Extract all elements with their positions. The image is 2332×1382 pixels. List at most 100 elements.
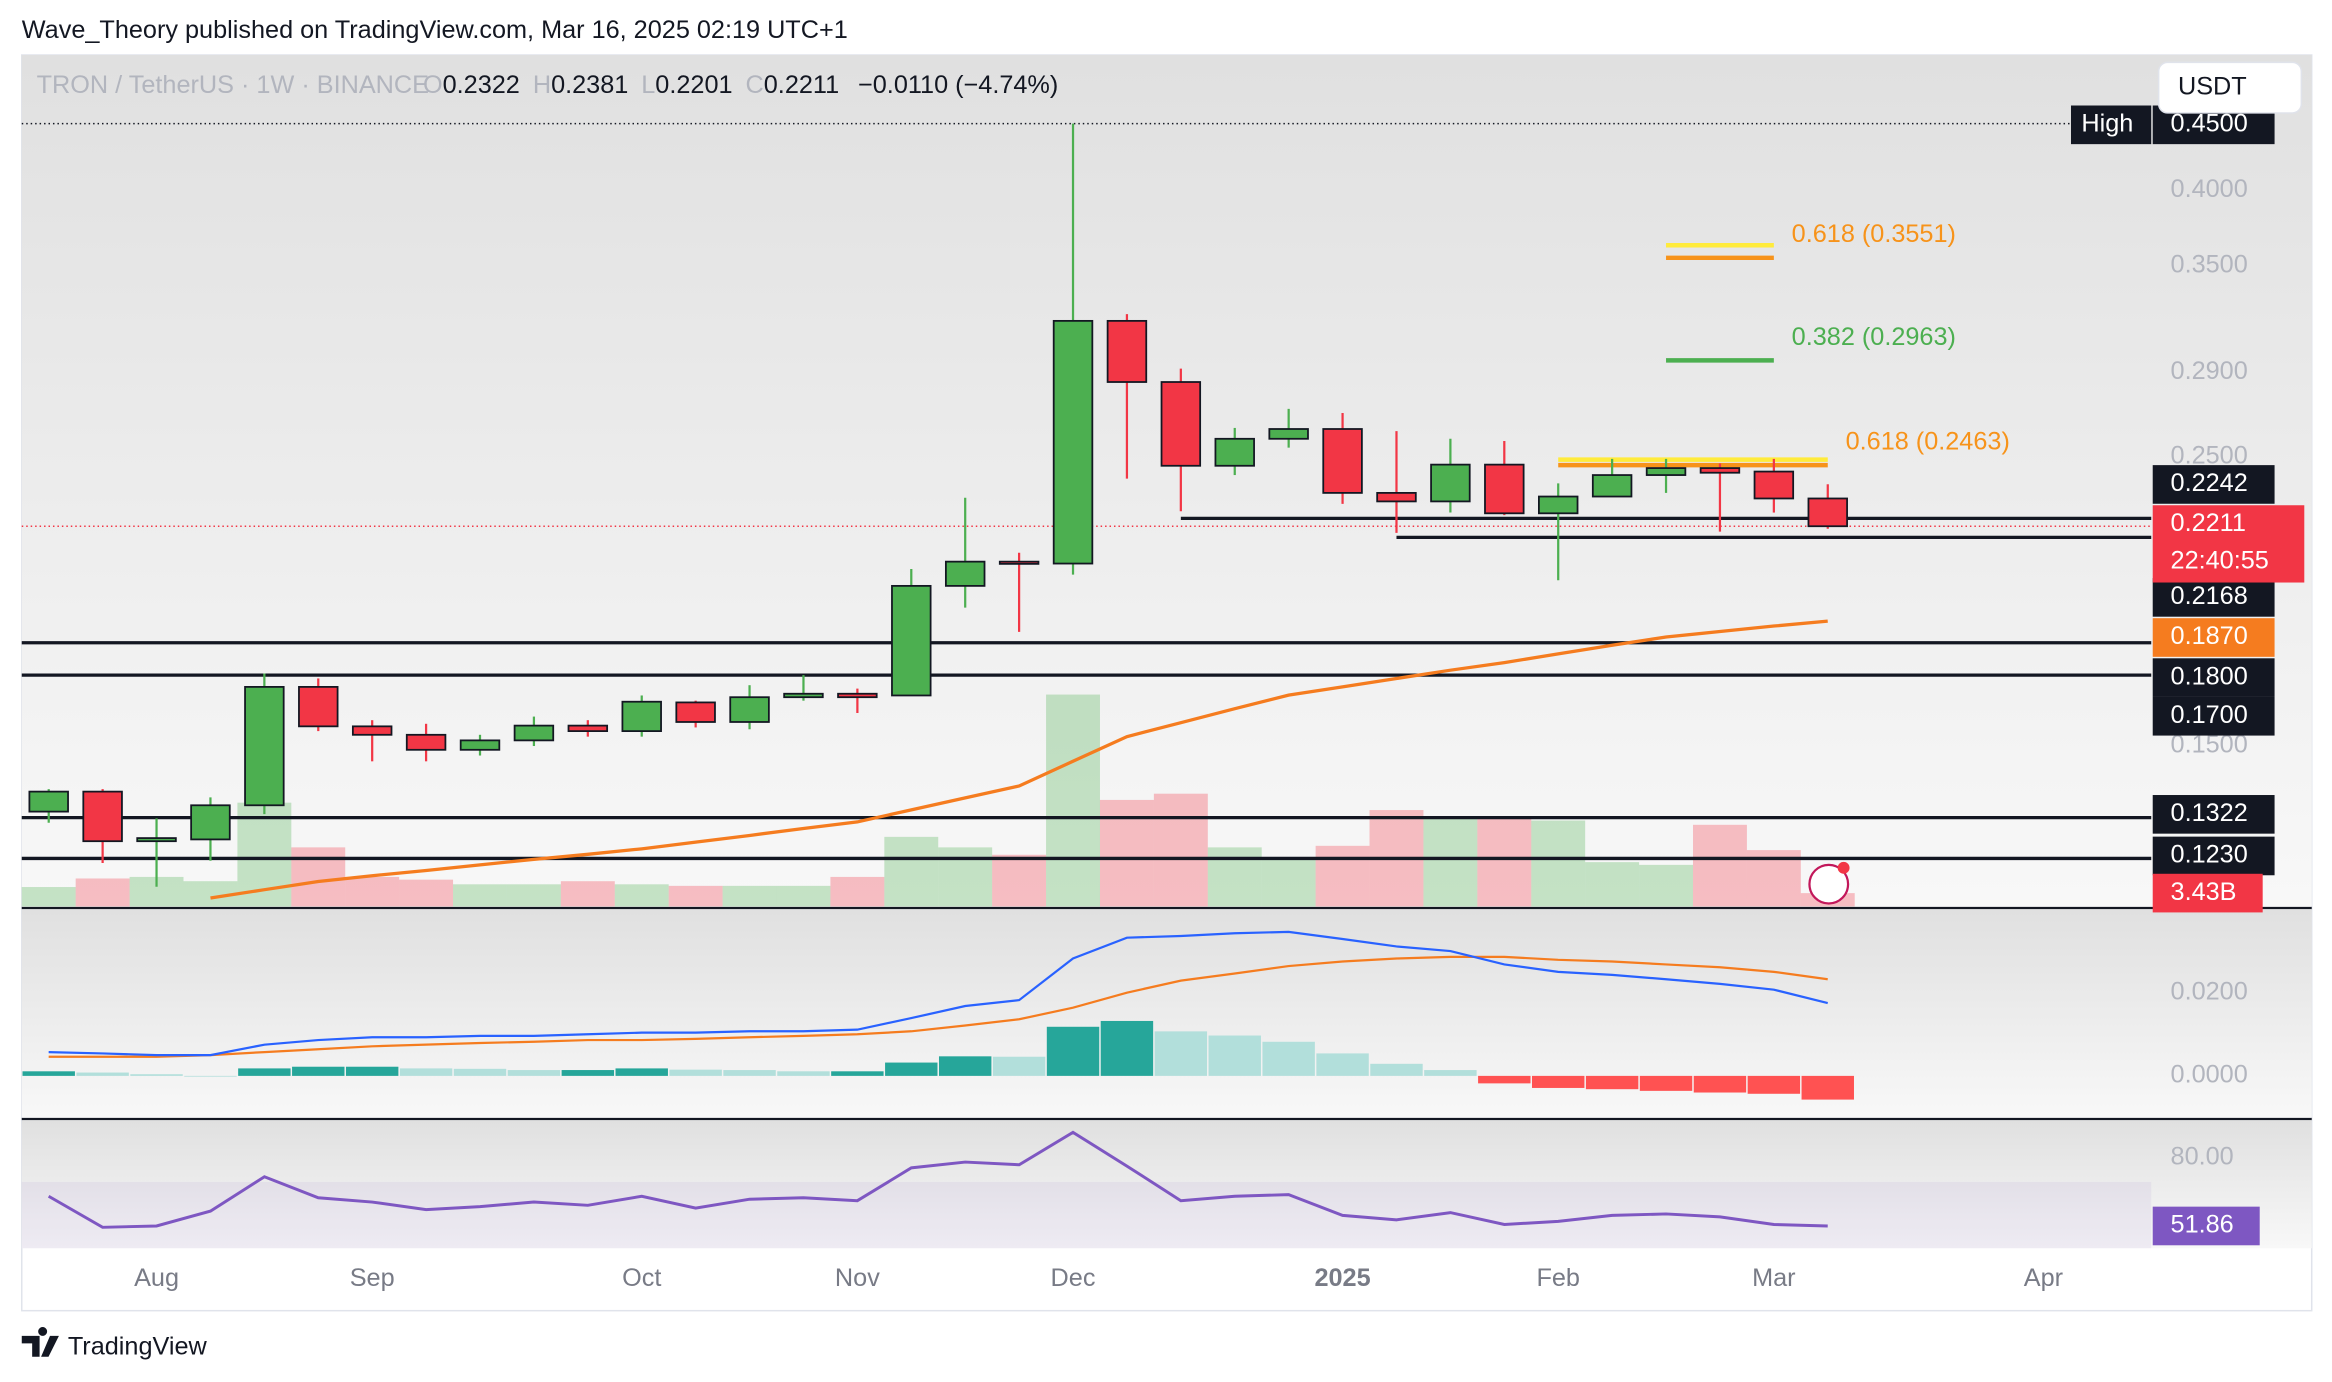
volume-bar: [291, 847, 346, 907]
candle-body: [1052, 319, 1094, 565]
rsi-band: [21, 1181, 2152, 1249]
volume-bar: [614, 884, 669, 907]
moving-average: [210, 619, 1828, 900]
publish-header: Wave_Theory published on TradingView.com…: [22, 16, 848, 44]
macd-histogram: [1370, 1063, 1423, 1076]
volume-bar: [1099, 799, 1154, 907]
macd-histogram: [1478, 1075, 1531, 1084]
volume-bar: [1153, 793, 1208, 907]
candle-body: [675, 701, 716, 723]
macd-histogram: [345, 1066, 399, 1076]
candle-body: [1376, 492, 1417, 503]
candle-body: [783, 692, 824, 699]
macd-histogram: [1693, 1075, 1747, 1093]
change-value: −0.0110 (−4.74%): [858, 71, 1058, 99]
candle-body: [944, 560, 986, 587]
volume-bar: [453, 884, 507, 907]
volume-bar: [1046, 694, 1100, 907]
macd-pane: [21, 909, 2312, 1118]
macd-histogram: [1100, 1020, 1154, 1076]
macd-histogram: [992, 1056, 1046, 1076]
c-key: C: [746, 71, 764, 99]
close-value: 0.2211: [764, 71, 839, 99]
macd-histogram: [1532, 1075, 1585, 1088]
macd-histogram: [777, 1071, 830, 1076]
fib-label: 0.618 (0.3551): [1792, 220, 1956, 248]
macd-histogram: [507, 1070, 561, 1076]
level-label: 0.2242: [2171, 469, 2248, 497]
volume-bar: [560, 881, 615, 907]
level-label-bg: [2152, 836, 2275, 876]
candle-body: [998, 560, 1040, 565]
candle-body: [244, 686, 285, 807]
volume-label-bg: [2152, 873, 2263, 913]
x-tick-label: 2025: [1314, 1264, 1370, 1292]
volume-bar: [21, 887, 76, 907]
h-key: H: [533, 71, 551, 99]
level-label-bg: [2152, 696, 2275, 736]
currency-text[interactable]: USDT: [2178, 72, 2247, 100]
ma-label: 0.1870: [2171, 622, 2248, 650]
x-tick-label: Feb: [1536, 1264, 1580, 1292]
volume-bar: [884, 836, 939, 907]
macd-histogram: [938, 1056, 992, 1076]
fib-label: 0.382 (0.2963): [1792, 323, 1956, 351]
level-label: 0.1800: [2171, 662, 2248, 690]
candle-body: [837, 692, 878, 699]
candle-body: [1484, 463, 1525, 515]
candle-body: [891, 584, 932, 697]
volume-bar: [399, 879, 454, 907]
candle-body: [1807, 497, 1848, 528]
macd-line: [48, 930, 1828, 1057]
macd-histogram: [1801, 1075, 1854, 1100]
price-pane: [21, 54, 2312, 907]
y-tick-label: 0.0000: [2171, 1061, 2248, 1089]
x-tick-label: Sep: [350, 1264, 395, 1292]
volume-bar: [722, 885, 777, 907]
candle-body: [1699, 467, 1741, 474]
candle-body: [1106, 319, 1148, 383]
alert-icon: [1808, 863, 1850, 905]
candle-body: [1753, 470, 1795, 500]
o-key: O: [423, 71, 443, 99]
candle-body: [621, 700, 662, 732]
volume-bar: [506, 884, 561, 907]
candle-body: [513, 724, 555, 742]
last-price-label: 0.2211: [2171, 509, 2246, 537]
candle-body: [1645, 467, 1687, 476]
candle-body: [136, 837, 177, 843]
macd-histogram: [615, 1068, 668, 1076]
currency-button[interactable]: USDT: [2157, 61, 2303, 114]
level-label-bg: [2152, 658, 2275, 697]
level-label: 0.2168: [2171, 582, 2248, 610]
high-tag: High: [2081, 109, 2133, 137]
macd-histogram: [831, 1071, 884, 1076]
y-tick-label: 80.00: [2171, 1142, 2234, 1170]
candle-body: [298, 686, 339, 728]
logo: TradingView: [21, 1327, 208, 1360]
candle-body: [729, 696, 770, 723]
level-label: 0.1322: [2171, 799, 2248, 827]
volume-bar: [75, 878, 130, 907]
volume-bar: [668, 885, 723, 907]
level-label-bg: [2152, 795, 2275, 834]
rsi-label-bg: [2152, 1206, 2260, 1246]
volume-bar: [830, 876, 885, 907]
level-label-bg: [2152, 465, 2275, 504]
high-value-label: 0.4500: [2171, 109, 2248, 137]
macd-histogram: [1639, 1075, 1693, 1091]
volume-bar: [776, 885, 831, 907]
macd-histogram: [1747, 1075, 1801, 1094]
currency-button-box[interactable]: [2157, 61, 2303, 114]
candle-body: [567, 724, 609, 732]
x-tick-label: Apr: [2024, 1264, 2063, 1292]
volume-bar: [992, 854, 1047, 907]
fib-label: 0.618 (0.2463): [1846, 427, 2010, 455]
volume-bar: [1692, 824, 1747, 907]
candle-body: [1214, 437, 1255, 467]
x-tick-label: Nov: [835, 1264, 880, 1292]
macd-histogram: [723, 1070, 776, 1076]
macd-signal: [48, 955, 1828, 1058]
